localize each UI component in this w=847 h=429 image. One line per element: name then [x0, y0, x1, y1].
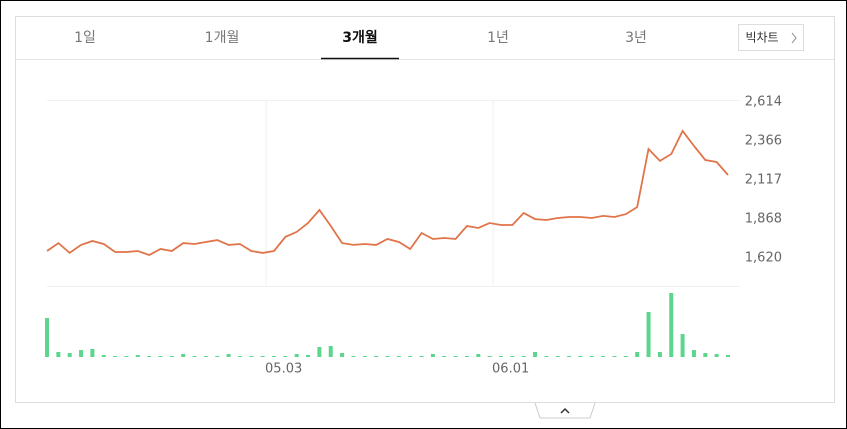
volume-bar: [294, 354, 299, 357]
volume-bar: [544, 356, 549, 357]
tab[interactable]: 3년: [625, 30, 647, 46]
volume-bar: [237, 356, 242, 357]
volume-bar: [601, 356, 606, 357]
tab[interactable]: 3개월: [342, 29, 378, 46]
volume-bar: [464, 356, 469, 357]
volume-bar: [306, 355, 311, 357]
y-tick-label: 2,117: [745, 172, 782, 187]
big-chart-button[interactable]: [738, 24, 804, 51]
volume-bar: [101, 355, 106, 357]
volume-bar: [555, 356, 560, 357]
volume-bar: [612, 356, 617, 357]
volume-bar: [419, 356, 424, 357]
volume-bar: [158, 356, 163, 357]
volume-bar: [328, 346, 333, 357]
x-tick-label: 05.03: [265, 362, 302, 377]
volume-bar: [192, 356, 197, 357]
volume-bar: [408, 356, 413, 357]
volume-bar: [79, 350, 84, 357]
volume-bar: [215, 356, 220, 357]
chevron-right: [791, 32, 797, 44]
volume-bar: [56, 352, 61, 357]
tab[interactable]: 1일: [74, 30, 96, 46]
volume-bar: [453, 356, 458, 357]
volume-bar: [226, 354, 231, 357]
y-tick-label: 1,868: [745, 211, 782, 226]
volume-bar: [135, 355, 140, 357]
volume-bar: [113, 356, 118, 357]
volume-bar: [260, 356, 265, 357]
volume-bar: [317, 347, 322, 357]
volume-bar: [181, 354, 186, 357]
volume-bar: [385, 356, 390, 357]
volume-bar: [90, 349, 95, 357]
volume-bar: [691, 350, 696, 357]
volume-bar: [510, 356, 515, 357]
volume-bar: [589, 356, 594, 357]
volume-bar: [396, 356, 401, 357]
volume-bar: [147, 356, 152, 357]
volume-bar: [340, 353, 345, 357]
volume-bar: [476, 354, 481, 357]
volume-bar: [623, 356, 628, 357]
volume-bar: [67, 353, 72, 357]
chevron-up: [560, 407, 570, 414]
volume-bar: [533, 352, 538, 357]
volume-bar: [669, 293, 674, 357]
volume-bar: [703, 353, 708, 357]
volume-bar: [442, 356, 447, 357]
collapse-tab[interactable]: [534, 402, 596, 419]
volume-bar: [362, 356, 367, 357]
x-tick-label: 06.01: [492, 362, 529, 377]
tab[interactable]: 1개월: [205, 30, 240, 46]
volume-bar: [45, 318, 49, 357]
volume-bar: [635, 352, 640, 357]
y-tick-label: 2,366: [745, 133, 782, 148]
volume-bar: [351, 356, 356, 357]
volume-bar: [203, 356, 208, 357]
volume-bar: [726, 355, 730, 357]
volume-bar: [567, 356, 572, 357]
volume-bar: [272, 356, 276, 357]
volume-bar: [680, 334, 685, 357]
volume-bar: [249, 356, 254, 357]
volume-bar: [714, 354, 719, 357]
volume-bar: [374, 356, 379, 357]
y-tick-label: 2,614: [745, 95, 782, 110]
volume-bar: [657, 352, 662, 357]
tab[interactable]: 1년: [487, 30, 509, 46]
volume-bar: [487, 356, 492, 357]
price-line: [46, 129, 729, 256]
volume-bar: [169, 356, 174, 357]
big-chart-label[interactable]: 빅차트: [745, 31, 778, 45]
panel: [15, 16, 835, 403]
volume-bar: [430, 354, 435, 357]
volume-bar: [283, 356, 288, 357]
volume-bar: [578, 356, 583, 357]
volume-bar: [124, 356, 129, 357]
volume-bar: [499, 356, 503, 357]
y-tick-label: 1,620: [745, 250, 782, 265]
volume-bar: [646, 312, 651, 357]
volume-bar: [521, 356, 526, 357]
